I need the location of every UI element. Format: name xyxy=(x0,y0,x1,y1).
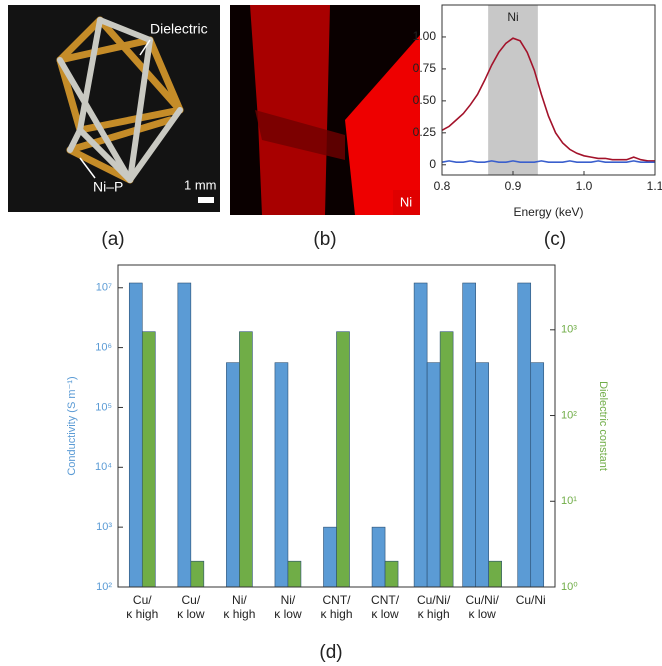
x-tick-label: Cu/Ni xyxy=(516,593,546,607)
x-tick-label: Cu/Ni/ xyxy=(417,593,451,607)
y-tick-label: 10³ xyxy=(96,521,112,533)
scale-bar xyxy=(198,197,214,203)
y-tick-label: 10⁵ xyxy=(95,401,112,413)
x-tick-label: κ low xyxy=(468,607,496,621)
y-tick-label: 10⁶ xyxy=(95,342,112,354)
panel-label: (d) xyxy=(319,642,342,663)
y-tick-label: 10² xyxy=(96,581,112,593)
x-tick-label: 0.9 xyxy=(505,179,522,193)
x-tick-label: Cu/Ni/ xyxy=(465,593,499,607)
x-tick-label: Cu/ xyxy=(133,593,152,607)
x-tick-label: CNT/ xyxy=(323,593,352,607)
x-tick-label: 1.0 xyxy=(576,179,593,193)
x-tick-label: κ high xyxy=(418,607,450,621)
series-line xyxy=(442,161,655,162)
panel-label: (c) xyxy=(544,229,566,250)
bar xyxy=(324,527,337,587)
y-tick-label: 1.00 xyxy=(413,29,437,43)
x-tick-label: Ni/ xyxy=(232,593,247,607)
eds-map: Ni xyxy=(230,5,420,215)
series-line xyxy=(442,38,655,161)
photo-label: Dielectric xyxy=(150,21,208,37)
map-region xyxy=(250,5,330,215)
bar xyxy=(275,363,288,587)
bar xyxy=(191,561,204,587)
bar xyxy=(463,283,476,587)
bar xyxy=(142,332,155,587)
y2-tick-label: 10¹ xyxy=(561,495,577,507)
bar xyxy=(489,561,502,587)
x-tick-label: κ high xyxy=(223,607,255,621)
bar xyxy=(427,363,440,587)
map-label: Ni xyxy=(400,194,412,209)
highlight-band xyxy=(488,5,538,175)
x-tick-label: κ low xyxy=(274,607,302,621)
bar xyxy=(518,283,531,587)
bar xyxy=(414,283,427,587)
bar xyxy=(440,332,453,587)
y-tick-label: 10⁷ xyxy=(96,282,112,294)
x-tick-label: κ low xyxy=(371,607,399,621)
bar xyxy=(476,363,489,587)
y2-tick-label: 10⁰ xyxy=(561,581,578,593)
x-tick-label: 0.8 xyxy=(434,179,451,193)
photo: Dielectric Ni–P 1 mm xyxy=(8,5,220,212)
panel-label: (a) xyxy=(101,229,124,250)
highlight-label: Ni xyxy=(507,10,518,24)
x-tick-label: 1.1 xyxy=(647,179,662,193)
y2-tick-label: 10³ xyxy=(561,324,577,336)
y-tick-label: 0.75 xyxy=(413,61,437,75)
bar xyxy=(129,283,142,587)
bar xyxy=(288,561,301,587)
x-tick-label: Ni/ xyxy=(281,593,296,607)
bar xyxy=(385,561,398,587)
y-tick-label: 0.50 xyxy=(413,93,437,107)
y-tick-label: 0 xyxy=(429,157,436,171)
photo-label: Ni–P xyxy=(93,179,123,195)
bar xyxy=(226,363,239,587)
figure: Dielectric Ni–P 1 mm Ni (a) (b) (c) (d) … xyxy=(0,0,662,666)
bar xyxy=(372,527,385,587)
y-axis-label: Conductivity (S m⁻¹) xyxy=(66,376,78,475)
y-tick-label: 10⁴ xyxy=(95,461,112,473)
x-tick-label: κ high xyxy=(320,607,352,621)
y2-tick-label: 10² xyxy=(561,409,577,421)
y-tick-label: 0.25 xyxy=(413,125,437,139)
x-axis-label: Energy (keV) xyxy=(513,205,583,219)
bar xyxy=(337,332,350,587)
bar xyxy=(239,332,252,587)
x-tick-label: CNT/ xyxy=(371,593,400,607)
bar xyxy=(178,283,191,587)
scale-bar-label: 1 mm xyxy=(184,177,217,192)
x-tick-label: κ low xyxy=(177,607,205,621)
x-tick-label: Cu/ xyxy=(181,593,200,607)
plot-frame xyxy=(442,5,655,175)
panel-label: (b) xyxy=(313,229,336,250)
y2-axis-label: Dielectric constant xyxy=(597,381,609,471)
x-tick-label: κ high xyxy=(126,607,158,621)
bar xyxy=(531,363,544,587)
